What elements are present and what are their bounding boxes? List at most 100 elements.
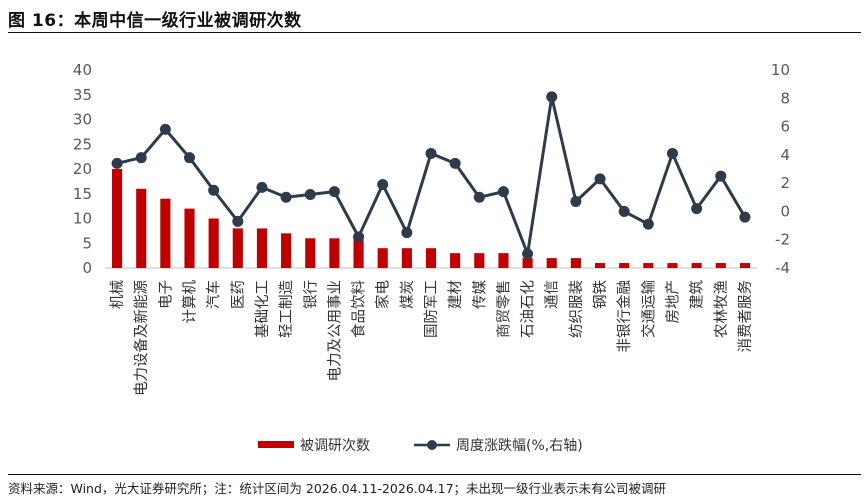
line-point-13: [425, 147, 437, 159]
category-label: 电力设备及新能源: [133, 280, 150, 396]
line-point-18: [546, 91, 558, 103]
line-point-1: [135, 152, 147, 164]
bar-5: [232, 228, 243, 268]
category-label: 建材: [447, 280, 464, 309]
bar-9: [329, 238, 340, 268]
line-point-11: [377, 179, 389, 191]
left-tick-label: 40: [73, 61, 92, 79]
bar-23: [667, 263, 678, 268]
category-label: 医药: [230, 280, 247, 309]
bar-15: [474, 253, 485, 268]
bar-2: [160, 198, 171, 268]
category-label: 农林牧渔: [713, 280, 730, 338]
category-label: 通信: [544, 280, 561, 309]
footer-rule: [8, 474, 861, 475]
bar-8: [305, 238, 316, 268]
left-axis-ticks: 0 5 10 15 20 25 30 35 40: [73, 61, 92, 277]
bar-24: [691, 263, 702, 268]
category-label: 纺织服装: [568, 280, 585, 338]
right-axis-ticks: -4 -2 0 2 4 6 8 10: [771, 61, 790, 277]
legend: 被调研次数 周度涨跌幅(%,右轴): [258, 438, 583, 454]
bar-13: [425, 248, 437, 268]
category-labels: 机械 电力设备及新能源 电子 计算机 汽车 医药 基础化工 轻工制造 银行 电力及公用事业 食品饮料…: [109, 280, 754, 396]
right-tick-label: 2: [780, 174, 790, 192]
left-tick-label: 15: [73, 185, 92, 203]
combo-chart: 0510152025303540 -4-20246810 机械 电力设备及新能源电…: [73, 61, 790, 454]
category-label: 消费者服务: [737, 280, 754, 353]
line-point-26: [739, 211, 751, 223]
legend-bar-label: 被调研次数: [300, 438, 370, 454]
line-point-9: [328, 186, 340, 198]
category-label: 轻工制造: [278, 280, 295, 338]
right-tick-label: 4: [780, 146, 790, 164]
line-point-25: [715, 170, 727, 182]
category-label: 商贸零售: [495, 280, 512, 338]
left-tick-label: 5: [82, 234, 92, 252]
bar-22: [643, 263, 654, 268]
bar-17: [522, 258, 533, 268]
line-point-12: [401, 227, 413, 239]
bar-11: [377, 248, 388, 268]
bar-3: [184, 208, 195, 268]
line-point-20: [594, 173, 606, 185]
line-point-5: [232, 215, 244, 227]
right-tick-label: 10: [771, 61, 790, 79]
category-label: 银行: [302, 280, 319, 309]
line-point-6: [256, 181, 268, 193]
category-label: 传媒: [471, 280, 488, 309]
category-label: 交通运输: [639, 280, 657, 338]
line-point-21: [618, 205, 630, 217]
line-point-14: [449, 157, 461, 169]
line-point-8: [304, 188, 316, 200]
category-label: 国防军工: [423, 280, 440, 338]
bar-10: [353, 238, 364, 268]
category-label: 电子: [157, 280, 174, 309]
line-point-7: [280, 191, 292, 203]
bar-series: [112, 169, 750, 268]
bar-21: [619, 263, 630, 268]
category-label: 建筑: [689, 280, 706, 309]
category-label: 汽车: [206, 280, 223, 309]
line-series: [111, 91, 751, 260]
category-label: 石油石化: [520, 280, 537, 338]
bar-20: [594, 263, 606, 268]
source-note: 资料来源：Wind，光大证券研究所；注：统计区间为 2026.04.11-202…: [8, 481, 667, 496]
line-point-23: [666, 147, 678, 159]
category-label: 非银行金融: [616, 280, 633, 353]
bar-19: [570, 258, 581, 268]
left-tick-label: 25: [73, 135, 92, 153]
right-tick-label: -4: [775, 259, 790, 277]
right-tick-label: -2: [775, 231, 790, 249]
chart-title: 图 16：本周中信一级行业被调研次数: [8, 11, 302, 31]
category-label: 房地产: [664, 280, 681, 324]
right-tick-label: 8: [780, 89, 790, 107]
category-label: 计算机: [182, 280, 199, 324]
line-point-10: [353, 231, 365, 243]
line-point-19: [570, 196, 582, 208]
left-tick-label: 30: [73, 111, 92, 129]
legend-line-marker: [427, 440, 437, 450]
line-point-3: [184, 152, 196, 164]
category-label: 基础化工: [254, 280, 271, 338]
legend-bar-swatch: [258, 441, 294, 448]
line-point-17: [522, 248, 534, 260]
category-label: 食品饮料: [351, 280, 368, 338]
bar-18: [546, 258, 557, 268]
bar-7: [281, 233, 292, 268]
bar-4: [208, 218, 219, 268]
bar-6: [256, 228, 268, 268]
left-tick-label: 10: [73, 210, 92, 228]
title-rule: [8, 32, 861, 33]
line-point-16: [497, 186, 509, 198]
line-point-2: [159, 123, 171, 135]
category-label: 煤炭: [399, 280, 416, 309]
left-tick-label: 0: [82, 259, 92, 277]
right-tick-label: 6: [780, 118, 790, 136]
legend-line-label: 周度涨跌幅(%,右轴): [456, 438, 583, 454]
bar-12: [401, 248, 412, 268]
left-tick-label: 35: [73, 86, 92, 104]
line-point-22: [642, 218, 654, 230]
bar-1: [136, 188, 147, 268]
bar-0: [112, 169, 123, 268]
bar-25: [715, 263, 726, 268]
